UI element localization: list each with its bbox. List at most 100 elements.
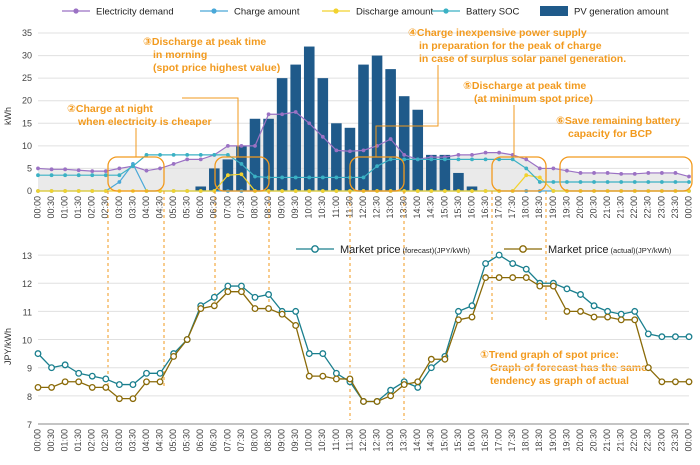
bottom-gridlines (38, 254, 689, 425)
top-x-tick-label: 00:00 (32, 196, 42, 219)
bottom-x-tick-label: 11:00 (331, 429, 341, 451)
bottom-x-tick-label: 04:00 (141, 429, 151, 452)
top-x-tick-label: 17:30 (507, 196, 517, 219)
bottom-x-tick-label: 09:00 (277, 429, 287, 452)
bottom-x-tick-label: 14:30 (426, 429, 436, 452)
bottom-x-tick-label: 06:00 (195, 429, 205, 452)
top-x-tick-label: 16:00 (466, 196, 476, 219)
top-y-tick-label: 25 (22, 73, 32, 83)
series-point (415, 189, 420, 193)
price-point (671, 378, 679, 386)
price-point (454, 316, 462, 324)
top-x-tick-label: 10:30 (317, 196, 327, 219)
price-point (319, 350, 327, 358)
price-point (332, 375, 340, 383)
price-point (441, 355, 449, 363)
price-point (156, 378, 164, 386)
price-point (590, 302, 598, 310)
bottom-x-tick-label: 04:30 (154, 429, 164, 452)
series-point (551, 189, 556, 193)
bottom-x-tick-label: 06:30 (209, 429, 219, 452)
price-point (617, 316, 625, 324)
series-point (456, 189, 461, 193)
bottom-x-tick-label: 17:30 (507, 429, 517, 452)
top-x-tick-label: 00:30 (46, 196, 56, 219)
series-point (320, 134, 325, 139)
pv-bar (290, 64, 301, 191)
bottom-x-tick-label: 03:00 (114, 429, 124, 452)
top-y-tick-label: 10 (22, 141, 32, 151)
bottom-x-tick-label: 16:30 (480, 429, 490, 452)
price-point (319, 372, 327, 380)
pv-bar (249, 118, 261, 191)
series-point (334, 189, 339, 193)
price-point (604, 313, 612, 321)
series-point (212, 152, 217, 157)
series-point (510, 157, 515, 162)
top-x-tick-label: 06:30 (209, 196, 219, 219)
price-point (88, 383, 96, 391)
legend-soc-marker (443, 8, 449, 14)
top-x-tick-label: 15:00 (439, 196, 449, 219)
price-point (61, 378, 69, 386)
series-point (307, 175, 312, 180)
top-x-tick-label: 04:00 (141, 196, 151, 219)
pv-bar (398, 96, 410, 191)
annotation-6-line1: ⑥Save remaining battery (556, 115, 681, 127)
series-point (171, 189, 176, 193)
bottom-x-tick-label: 22:00 (629, 429, 639, 452)
bottom-x-tick-label: 21:30 (616, 429, 626, 452)
pv-bar (209, 168, 220, 191)
series-point (158, 152, 162, 157)
price-point (577, 291, 584, 298)
top-x-tick-label: 13:00 (385, 196, 395, 219)
series-point (253, 143, 257, 148)
svg-text:Market price(actual)(JPY/kWh): Market price (actual)(JPY/kWh) (548, 244, 672, 256)
series-point (659, 171, 664, 175)
price-point (34, 350, 42, 358)
series-point (280, 112, 285, 117)
bottom-x-tick-label: 05:00 (168, 429, 178, 452)
series-point (592, 180, 596, 184)
series-point (632, 171, 637, 176)
top-x-tick-label: 20:00 (575, 196, 585, 219)
price-point (143, 369, 150, 377)
annotation-2-line1: ②Charge at night (67, 103, 153, 115)
price-lines (34, 251, 693, 405)
legend-demand: Electricity demand (96, 7, 174, 18)
highlight-boxes (107, 156, 693, 192)
series-point (307, 121, 312, 126)
series-point (524, 166, 529, 171)
series-point (131, 164, 135, 169)
top-x-tick-label: 06:00 (195, 196, 205, 219)
price-point (237, 282, 245, 290)
annotation-3-line1: ③Discharge at peak time (143, 36, 266, 48)
bottom-y-tick-label: 8 (27, 392, 32, 402)
series-point (198, 189, 203, 193)
series-point (565, 168, 569, 173)
annotation-4-line3: in case of surplus solar panel generatio… (419, 53, 626, 65)
price-point (332, 369, 340, 377)
price-point (143, 378, 150, 386)
price-point (129, 381, 137, 389)
bottom-x-tick-label: 05:30 (182, 429, 192, 452)
pv-bar (317, 78, 329, 191)
bottom-y-tick-label: 10 (22, 336, 32, 346)
series-point (497, 150, 502, 155)
pv-bar (344, 127, 356, 191)
pv-bar (276, 78, 288, 191)
series-point (239, 162, 244, 166)
top-x-tick-label: 21:00 (602, 196, 612, 219)
legend-actual-sub: (actual)(JPY/kWh) (611, 246, 672, 255)
pv-bar (466, 186, 478, 191)
top-x-tick-label: 17:00 (494, 196, 504, 219)
annotation-3-line2: in morning (153, 49, 207, 61)
price-point (685, 378, 693, 386)
price-point (115, 381, 123, 389)
price-point (468, 313, 476, 321)
series-point (49, 167, 54, 172)
top-x-tick-label: 05:00 (168, 196, 178, 219)
bottom-x-tick-label: 13:00 (385, 429, 395, 452)
price-point (658, 378, 666, 386)
price-point (685, 333, 693, 341)
